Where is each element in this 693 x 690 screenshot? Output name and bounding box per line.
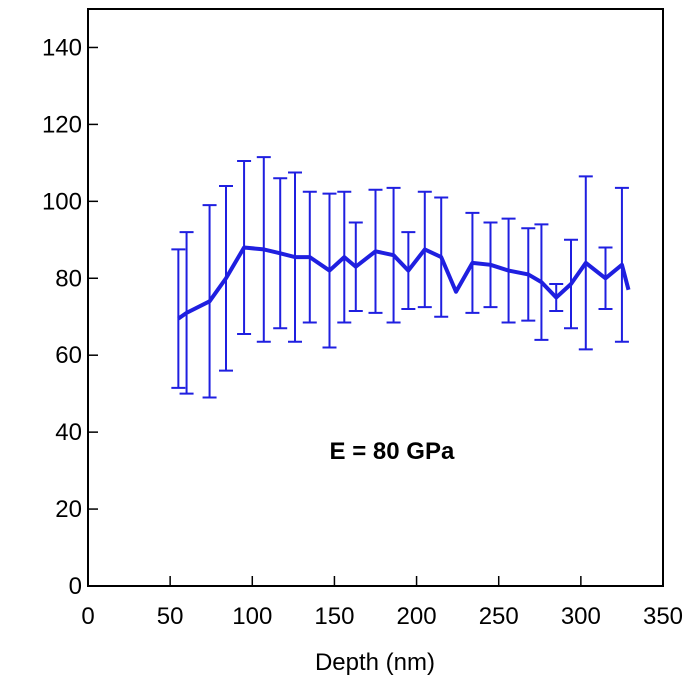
x-tick-label: 200 [397, 603, 437, 630]
y-tick-label: 140 [42, 34, 82, 61]
y-tick-label: 20 [55, 496, 82, 523]
y-tick-label: 120 [42, 111, 82, 138]
data-line [177, 245, 631, 321]
x-tick-label: 0 [81, 603, 94, 630]
y-tick-label: 60 [55, 342, 82, 369]
x-tick-label: 100 [232, 603, 272, 630]
y-tick-label: 0 [69, 573, 82, 600]
y-tick-label: 40 [55, 419, 82, 446]
x-tick-label: 50 [157, 603, 184, 630]
plot-frame [87, 8, 664, 587]
x-tick-label: 150 [314, 603, 354, 630]
error-bar [171, 248, 186, 389]
y-tick-label: 80 [55, 265, 82, 292]
x-axis-label: Depth (nm) [315, 649, 435, 676]
x-tick-label: 300 [561, 603, 601, 630]
x-tick-label: 250 [479, 603, 519, 630]
y-tick-label: 100 [42, 188, 82, 215]
annotation: E = 80 GPa [330, 438, 455, 465]
x-tick-label: 350 [643, 603, 683, 630]
